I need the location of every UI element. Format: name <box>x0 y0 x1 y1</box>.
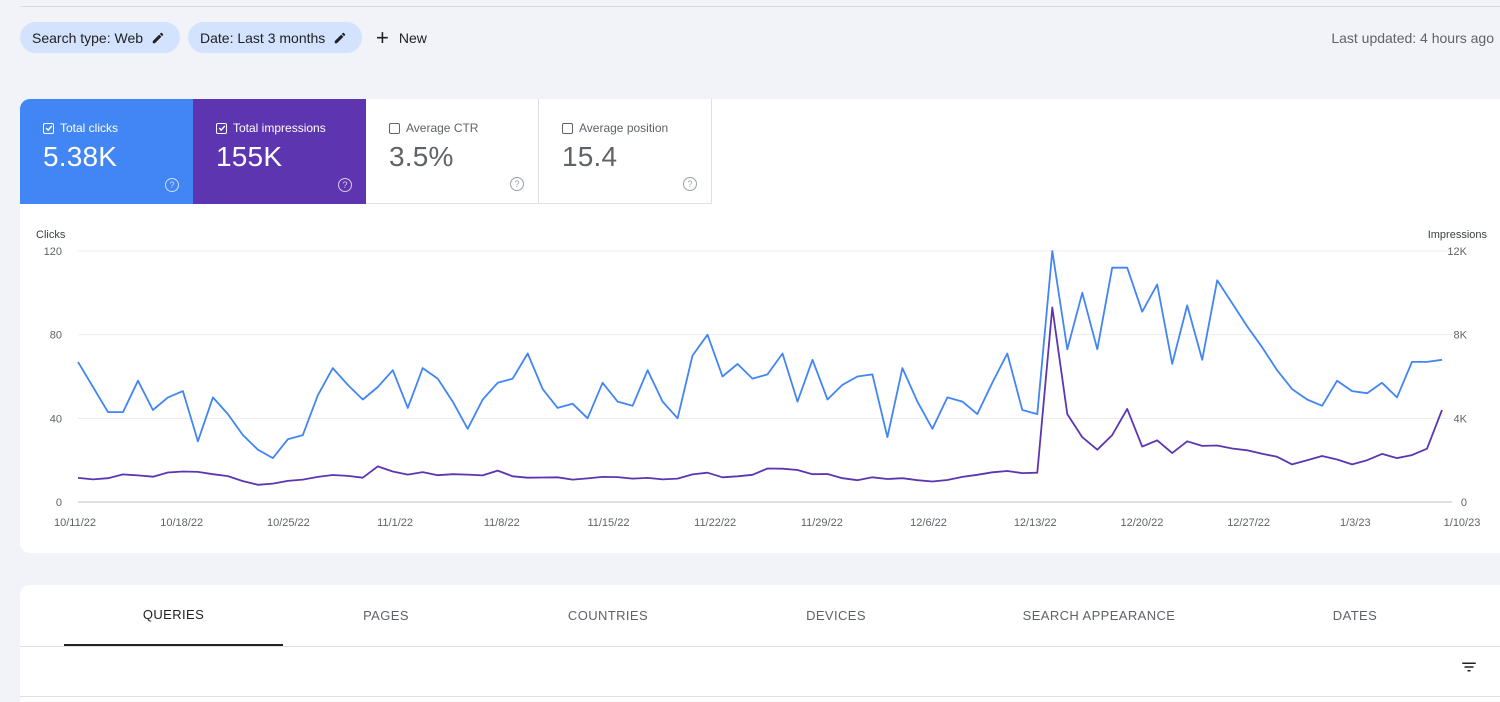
x-tick-label: 12/13/22 <box>1014 517 1057 529</box>
series-line-clicks <box>77 250 1443 460</box>
right-axis-title: Impressions <box>1428 229 1488 241</box>
checkbox-icon[interactable] <box>562 122 573 134</box>
x-tick-label: 10/25/22 <box>267 517 310 529</box>
checkbox-icon[interactable] <box>389 122 400 134</box>
left-tick-label: 0 <box>56 497 62 509</box>
performance-card: 0 40 80 120 0 4K 8K 12K Clicks Impressions 10/11/2… <box>20 99 1500 553</box>
help-circle-icon[interactable]: ? <box>683 177 697 191</box>
left-tick-label: 80 <box>50 330 62 342</box>
metric-value: 5.38K <box>43 141 118 172</box>
metric-total-clicks[interactable]: Total clicks 5.38K ? <box>20 99 193 204</box>
metric-average-ctr[interactable]: Average CTR 3.5% ? <box>366 99 539 204</box>
new-filter-button[interactable]: + New <box>376 22 427 53</box>
metric-value: 155K <box>216 141 283 172</box>
right-tick-label: 12K <box>1447 246 1467 258</box>
x-tick-label: 11/29/22 <box>801 517 843 529</box>
pencil-icon <box>335 32 346 43</box>
metric-label: Total impressions <box>233 121 326 135</box>
right-tick-label: 8K <box>1454 330 1468 342</box>
last-updated-text: Last updated: 4 hours ago <box>1331 30 1494 46</box>
help-circle-icon[interactable]: ? <box>510 177 524 191</box>
date-range-chip[interactable]: Date: Last 3 months <box>188 22 362 53</box>
checkbox-icon[interactable] <box>216 122 227 134</box>
performance-chart: 0 40 80 120 0 4K 8K 12K Clicks Impressions 10/11/2… <box>36 229 1488 529</box>
metric-label: Average CTR <box>406 121 479 135</box>
left-tick-label: 40 <box>50 413 62 425</box>
tab-queries[interactable]: QUERIES <box>64 585 283 646</box>
left-tick-label: 120 <box>44 246 62 258</box>
x-tick-label: 12/20/22 <box>1121 517 1164 529</box>
x-tick-label: 11/1/22 <box>377 517 413 529</box>
help-circle-icon[interactable]: ? <box>338 178 352 192</box>
tab-dates[interactable]: DATES <box>1332 608 1378 623</box>
x-tick-label: 11/22/22 <box>694 517 736 529</box>
top-divider <box>20 6 1500 7</box>
x-tick-label: 12/6/22 <box>910 517 947 529</box>
metric-label: Total clicks <box>60 121 119 135</box>
x-tick-label: 10/11/22 <box>54 517 96 529</box>
new-filter-label: New <box>398 29 427 46</box>
metric-total-impressions[interactable]: Total impressions 155K ? <box>193 99 366 204</box>
plus-icon: + <box>376 24 389 50</box>
x-tick-label: 12/27/22 <box>1227 517 1270 529</box>
filter-bar: Search type: Web Date: Last 3 months + N… <box>20 22 1500 53</box>
x-tick-label: 1/10/23 <box>1444 517 1481 529</box>
checkbox-icon[interactable] <box>43 122 54 134</box>
x-tick-label: 1/3/23 <box>1340 517 1371 529</box>
help-circle-icon[interactable]: ? <box>165 178 179 192</box>
search-type-chip[interactable]: Search type: Web <box>20 22 180 53</box>
tab-search-appearance[interactable]: SEARCH APPEARANCE <box>1022 608 1176 623</box>
filter-list-icon[interactable] <box>1460 658 1478 676</box>
tabs-divider <box>20 646 1500 647</box>
metric-label: Average position <box>579 121 669 135</box>
table-header-divider <box>20 696 1500 697</box>
search-type-label: Search type: Web <box>32 29 144 46</box>
report-tabs-card: QUERIES PAGES COUNTRIES DEVICES SEARCH A… <box>20 585 1500 702</box>
right-tick-label: 0 <box>1461 497 1467 509</box>
tab-pages[interactable]: PAGES <box>363 608 409 623</box>
date-range-label: Date: Last 3 months <box>200 29 326 46</box>
metric-value: 15.4 <box>562 141 618 172</box>
tab-countries[interactable]: COUNTRIES <box>567 608 649 623</box>
x-tick-label: 10/18/22 <box>160 517 203 529</box>
left-axis-title: Clicks <box>36 229 66 241</box>
pencil-icon <box>152 32 164 43</box>
right-tick-label: 4K <box>1454 413 1468 425</box>
metric-value: 3.5% <box>389 141 454 172</box>
metric-average-position[interactable]: Average position 15.4 ? <box>539 99 712 204</box>
tab-devices[interactable]: DEVICES <box>806 608 866 623</box>
x-tick-label: 11/8/22 <box>484 517 520 529</box>
series-line-impressions <box>77 306 1443 486</box>
x-tick-label: 11/15/22 <box>587 517 629 529</box>
